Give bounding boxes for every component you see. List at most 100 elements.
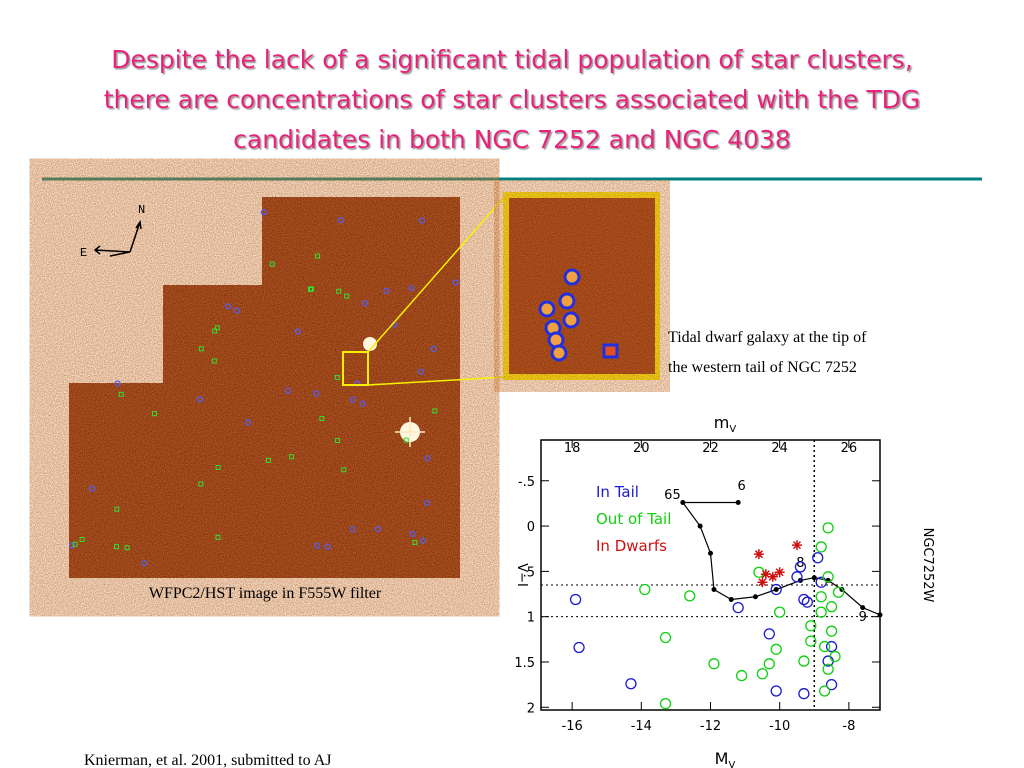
x2-tick-label: 22 (702, 441, 719, 456)
cluster-point (829, 650, 841, 663)
cluster-point (812, 552, 824, 564)
x2-tick-label: 24 (771, 441, 788, 456)
speck (141, 560, 148, 567)
speck (424, 455, 431, 462)
x2-tick-label: 18 (564, 441, 581, 456)
x2-axis-label-sub: V (729, 424, 736, 435)
cluster-point (770, 583, 782, 596)
y-tick-label: 1 (527, 611, 535, 626)
cluster-point (832, 586, 845, 598)
speck (319, 416, 325, 422)
speck (244, 419, 252, 426)
speck (284, 387, 291, 394)
title-line: there are concentrations of star cluster… (104, 85, 921, 114)
speck (260, 209, 267, 216)
speck (337, 217, 344, 224)
plot-frame (540, 439, 881, 711)
speck (198, 346, 204, 352)
speck (269, 261, 275, 267)
cluster-point (639, 583, 651, 596)
speck (409, 530, 416, 538)
cluster-point (798, 655, 810, 667)
speck (335, 437, 341, 443)
cluster-point (822, 571, 834, 583)
dwarf-point (760, 569, 771, 580)
compass-north: N (138, 203, 145, 217)
speck (79, 537, 85, 543)
speck (114, 380, 121, 387)
legend-entry: Out of Tail (596, 510, 671, 528)
cluster-point (815, 606, 827, 618)
compass-east: E (80, 246, 87, 260)
cluster-point (735, 669, 748, 682)
x-tick-label: -12 (700, 719, 721, 734)
speck (68, 542, 76, 549)
x2-axis-label-main: m (714, 413, 730, 432)
speck (313, 390, 320, 397)
speck (294, 328, 302, 335)
cluster-point (770, 685, 782, 697)
track-point (752, 594, 758, 600)
cluster-point (822, 522, 834, 534)
x2-tick-label: 20 (633, 441, 650, 456)
y-tick-label: 2 (527, 701, 535, 716)
speck (307, 286, 313, 292)
speck (349, 396, 356, 403)
x-axis-label: MV (715, 749, 736, 768)
cluster-point (815, 591, 827, 603)
track-point (711, 586, 717, 592)
cluster-point (825, 678, 838, 691)
x-tick-label: -10 (769, 719, 790, 734)
speck (424, 499, 431, 506)
compass: N E (80, 203, 145, 260)
speck (334, 374, 340, 380)
y-tick-label: -.5 (518, 475, 535, 490)
speck (215, 464, 221, 470)
cluster-point (798, 593, 810, 606)
speck (349, 526, 356, 533)
side-label: NGC7252W (920, 528, 935, 603)
cluster-point (625, 678, 637, 690)
speck (151, 411, 157, 417)
annotation: 8 (796, 556, 804, 571)
speck (118, 391, 124, 397)
speck (214, 325, 220, 331)
annotation: 65 (664, 488, 681, 503)
speck (359, 400, 366, 407)
cluster-point (753, 566, 765, 578)
speck (308, 286, 314, 292)
x-tick-label: -8 (842, 719, 855, 734)
speck (412, 539, 418, 545)
speck (324, 543, 331, 550)
x-tick-label: -14 (631, 719, 652, 734)
annotation: 6 (737, 479, 745, 494)
speck (265, 457, 271, 463)
track-point (728, 596, 734, 602)
annotation: 9 (859, 610, 867, 625)
hst-image (68, 194, 507, 578)
cluster-point (825, 625, 838, 637)
cluster-point (798, 688, 810, 700)
cluster-point (791, 571, 803, 583)
speck (354, 380, 361, 387)
speck (233, 307, 241, 314)
dwarf-point (791, 540, 802, 551)
speck (408, 285, 415, 292)
y-tick-label: 1.5 (514, 656, 535, 671)
speck (344, 293, 350, 299)
cluster-point (756, 668, 769, 680)
cluster-point (774, 606, 786, 618)
cluster-point (569, 593, 582, 606)
track-point (877, 612, 883, 618)
speck (225, 303, 232, 310)
cluster-point (805, 635, 817, 647)
cluster-point (794, 561, 807, 573)
cluster-point (763, 628, 775, 640)
citation: Knierman, et al. 2001, submitted to AJ (84, 752, 332, 768)
speck (336, 288, 342, 294)
legend-entry: In Dwarfs (596, 537, 667, 555)
track-point (697, 523, 703, 529)
track-point (773, 586, 779, 592)
speck (196, 396, 204, 403)
cluster-point (684, 590, 696, 602)
